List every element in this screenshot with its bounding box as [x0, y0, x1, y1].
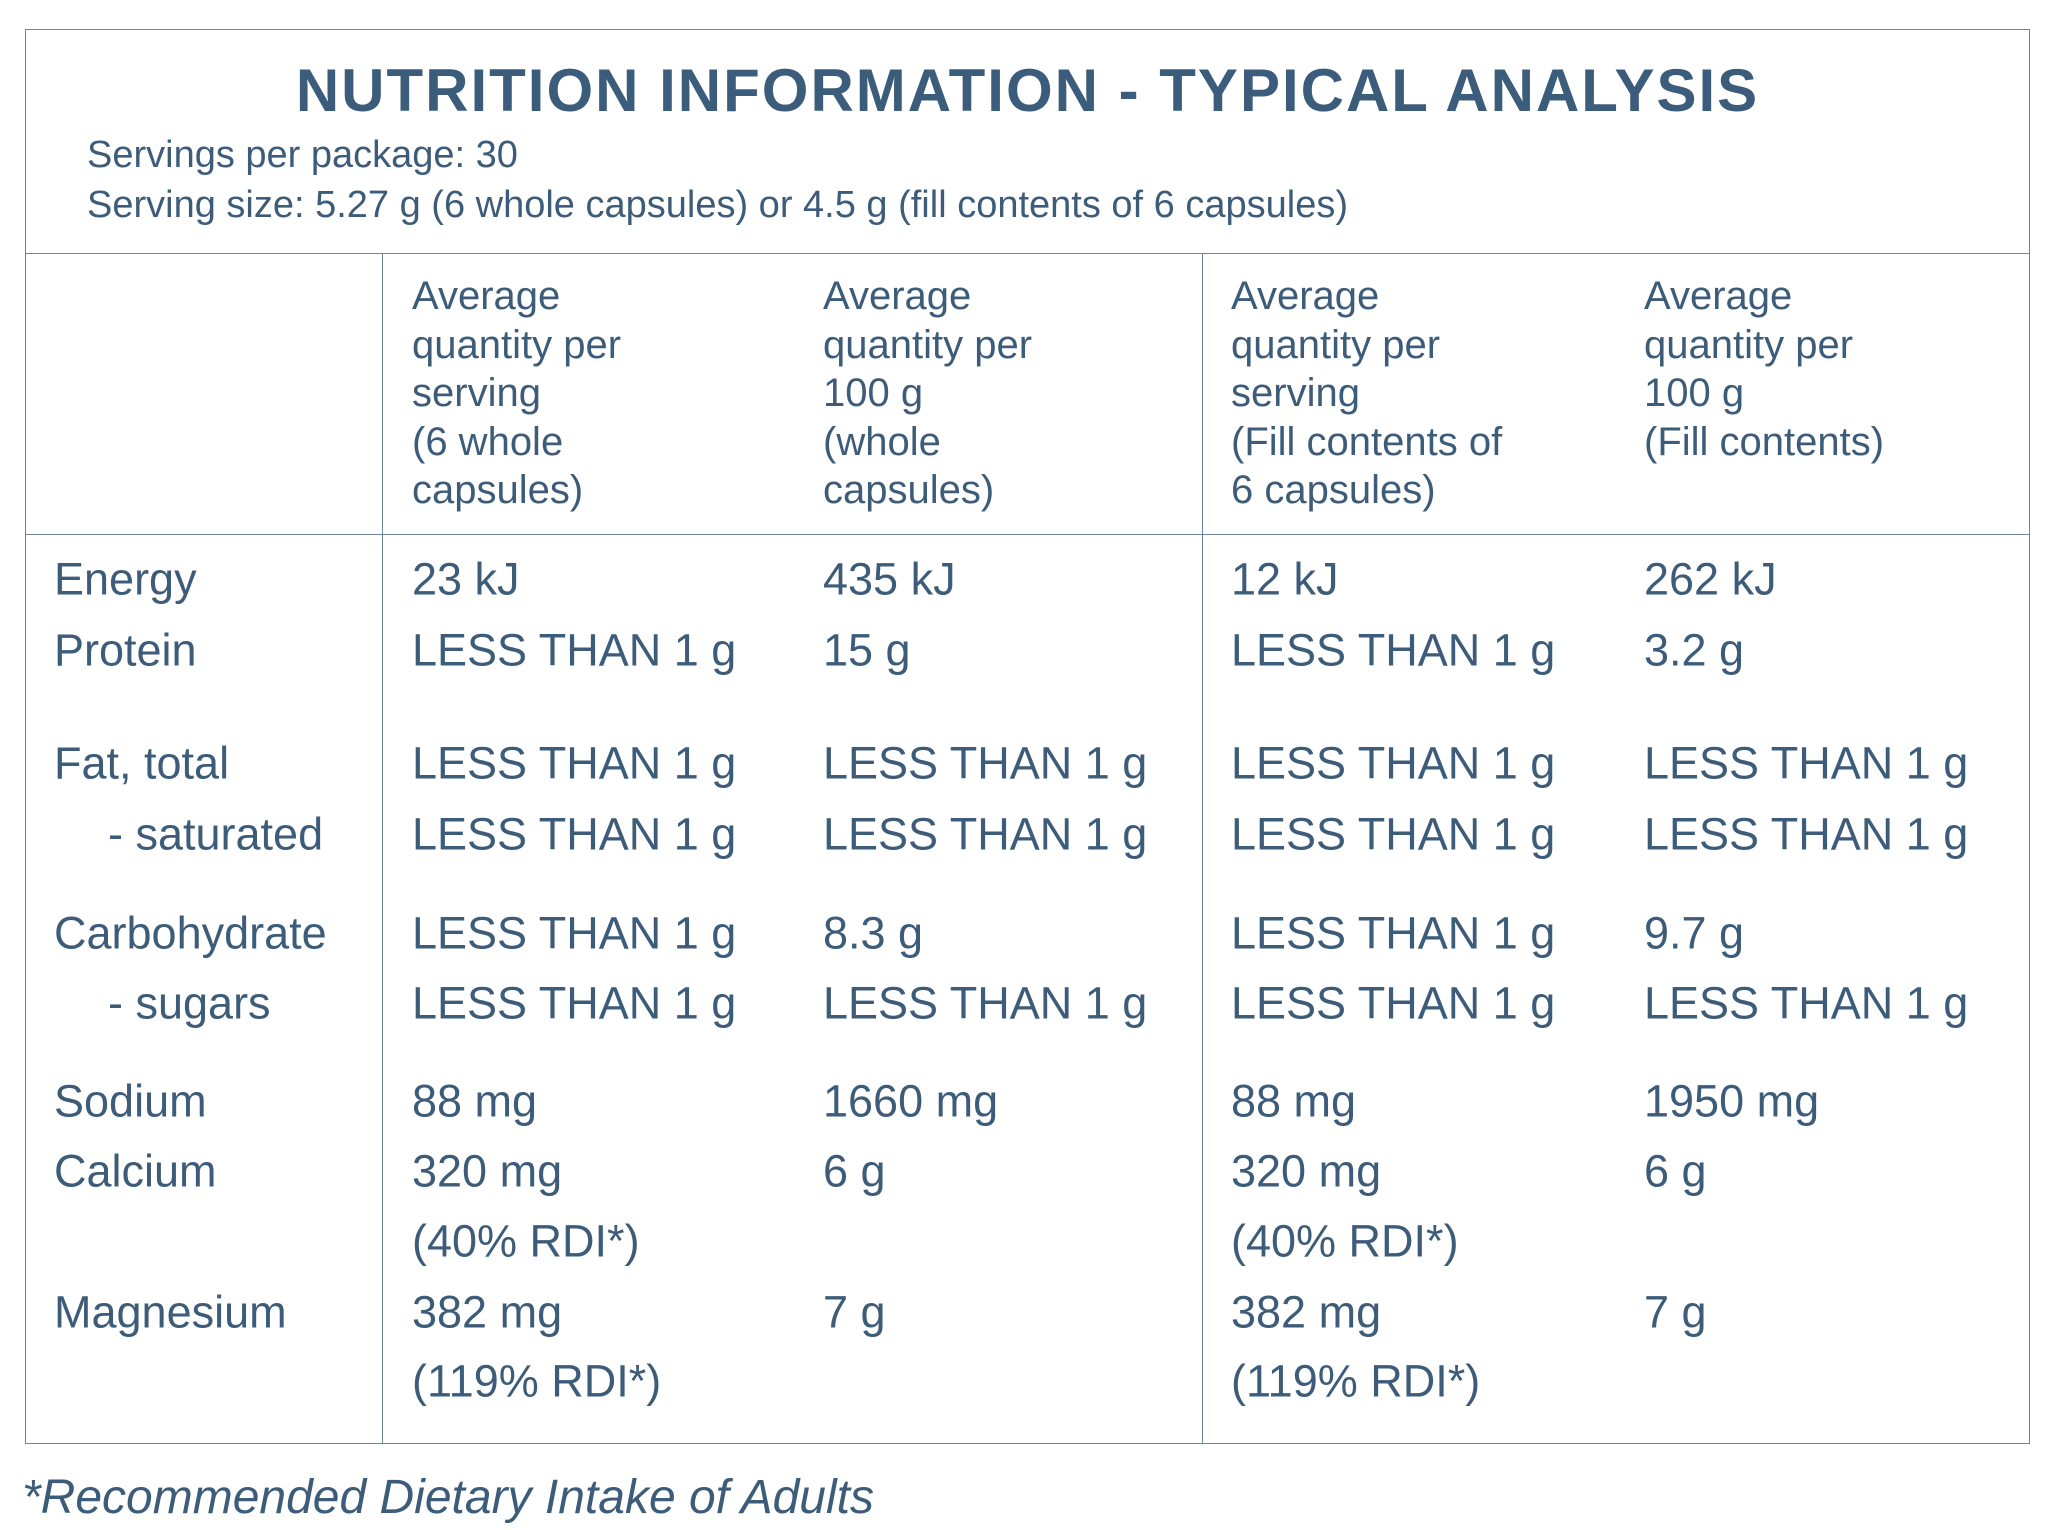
column-header-line: quantity per: [1644, 322, 1854, 367]
column-header-line: quantity per: [823, 322, 1033, 367]
serving-size: Serving size: 5.27 g (6 whole capsules) …: [87, 184, 1348, 226]
servings-per-package: Servings per package: 30: [87, 134, 518, 176]
column-header-line: quantity per: [412, 322, 622, 367]
column-header-line: serving: [412, 371, 541, 415]
row-label: Protein: [54, 624, 197, 676]
row-value: LESS THAN 1 g: [1231, 808, 1556, 860]
column-header-line: Average: [412, 274, 561, 318]
row-value: 382 mg: [412, 1286, 563, 1338]
row-value: LESS THAN 1 g: [412, 977, 737, 1029]
row-label: - saturated: [108, 808, 324, 860]
row-value: (40% RDI*): [412, 1215, 640, 1267]
row-value: 6 g: [823, 1145, 886, 1197]
row-value: 8.3 g: [823, 907, 924, 959]
nutrition-panel: [25, 29, 2030, 1444]
row-value: 15 g: [823, 624, 911, 676]
column-header-line: (6 whole: [412, 419, 564, 464]
row-value: LESS THAN 1 g: [412, 624, 737, 676]
divider: [25, 534, 2030, 535]
row-value: LESS THAN 1 g: [823, 808, 1148, 860]
row-label: Energy: [54, 553, 197, 605]
column-header-line: capsules): [823, 468, 995, 512]
row-value: LESS THAN 1 g: [1231, 977, 1556, 1029]
column-header-line: Average: [823, 274, 972, 318]
column-header-line: (Fill contents of: [1231, 419, 1503, 464]
row-value: 320 mg: [412, 1145, 563, 1197]
column-header-line: capsules): [412, 468, 584, 512]
row-value: (119% RDI*): [412, 1355, 662, 1407]
column-header: Average quantity per 100 g (Fill contents): [1644, 272, 1884, 466]
column-header-line: 100 g: [823, 371, 924, 415]
column-header: Average quantity per serving (Fill contents…: [1231, 272, 1502, 515]
row-value: LESS THAN 1 g: [823, 977, 1148, 1029]
row-value: 7 g: [1644, 1286, 1707, 1338]
row-value: 12 kJ: [1231, 553, 1339, 605]
row-value: 9.7 g: [1644, 907, 1745, 959]
column-header-line: (Fill contents): [1644, 419, 1885, 464]
row-value: 1950 mg: [1644, 1075, 1820, 1127]
row-value: LESS THAN 1 g: [412, 808, 737, 860]
row-value: LESS THAN 1 g: [1231, 907, 1556, 959]
row-value: LESS THAN 1 g: [1644, 737, 1969, 789]
row-value: LESS THAN 1 g: [1644, 808, 1969, 860]
column-header-line: 6 capsules): [1231, 468, 1436, 512]
row-value: LESS THAN 1 g: [412, 737, 737, 789]
row-value: 23 kJ: [412, 553, 520, 605]
column-header: Average quantity per serving (6 whole capsul…: [412, 272, 621, 515]
column-header-line: quantity per: [1231, 322, 1441, 367]
column-header-line: 100 g: [1644, 371, 1745, 415]
row-label: Calcium: [54, 1145, 217, 1197]
row-value: 88 mg: [1231, 1075, 1357, 1127]
row-label: Carbohydrate: [54, 907, 327, 959]
row-value: LESS THAN 1 g: [1644, 977, 1969, 1029]
row-value: 262 kJ: [1644, 553, 1777, 605]
row-value: (119% RDI*): [1231, 1355, 1481, 1407]
row-value: LESS THAN 1 g: [1231, 624, 1556, 676]
divider: [25, 253, 2030, 254]
column-header-line: (whole: [823, 419, 941, 464]
column-header-line: Average: [1644, 274, 1793, 318]
row-label: Sodium: [54, 1075, 207, 1127]
row-label: Fat, total: [54, 737, 230, 789]
footnote: *Recommended Dietary Intake of Adults: [22, 1471, 874, 1524]
row-value: 7 g: [823, 1286, 886, 1338]
row-value: 1660 mg: [823, 1075, 999, 1127]
row-value: LESS THAN 1 g: [412, 907, 737, 959]
row-value: 6 g: [1644, 1145, 1707, 1197]
row-value: (40% RDI*): [1231, 1215, 1459, 1267]
column-divider: [1202, 253, 1203, 1444]
row-value: 320 mg: [1231, 1145, 1382, 1197]
row-label: Magnesium: [54, 1286, 287, 1338]
panel-title: NUTRITION INFORMATION - TYPICAL ANALYSIS: [295, 57, 1760, 124]
column-header-line: Average: [1231, 274, 1380, 318]
column-header: Average quantity per 100 g (whole capsules): [823, 272, 1032, 515]
row-value: LESS THAN 1 g: [1231, 737, 1556, 789]
row-value: 382 mg: [1231, 1286, 1382, 1338]
row-value: 3.2 g: [1644, 624, 1745, 676]
row-value: 435 kJ: [823, 553, 956, 605]
row-value: LESS THAN 1 g: [823, 737, 1148, 789]
column-divider: [382, 253, 383, 1444]
column-header-line: serving: [1231, 371, 1360, 415]
row-label: - sugars: [108, 977, 271, 1029]
row-value: 88 mg: [412, 1075, 538, 1127]
